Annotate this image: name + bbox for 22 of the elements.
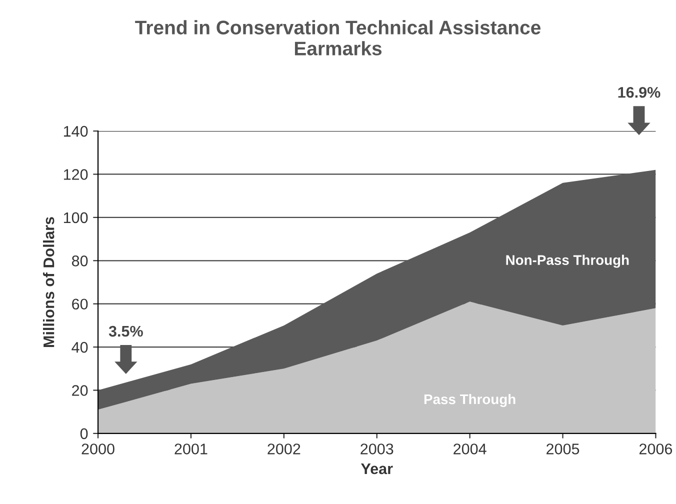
y-tick-label: 40 <box>72 342 88 353</box>
x-tick-label: 2002 <box>268 444 300 454</box>
series-label: Pass Through <box>424 394 516 408</box>
annotation: 3.5% <box>108 326 143 337</box>
x-tick-label: 2005 <box>546 444 580 454</box>
x-tick-label: 2006 <box>639 444 672 454</box>
series-label: Non-Pass Through <box>506 254 629 268</box>
x-axis-title: Year <box>360 464 393 474</box>
y-tick-label: 140 <box>64 126 88 137</box>
y-tick-label: 20 <box>72 385 88 396</box>
y-tick-label: 80 <box>72 256 88 266</box>
y-tick-label: 0 <box>80 428 88 440</box>
y-tick-label: 120 <box>64 169 88 180</box>
chart-title: Trend in Conservation Technical Assistance Earmarks <box>135 20 540 56</box>
y-tick-label: 100 <box>64 212 88 224</box>
y-tick-label: 60 <box>72 298 88 310</box>
x-tick-label: 2000 <box>82 444 114 454</box>
x-tick-label: 2004 <box>454 444 486 454</box>
x-tick-label: 2003 <box>360 444 394 454</box>
y-axis-title: Millions of Dollars <box>43 217 54 347</box>
text: 16.9% <box>618 86 660 98</box>
x-tick-label: 2001 <box>174 444 208 454</box>
